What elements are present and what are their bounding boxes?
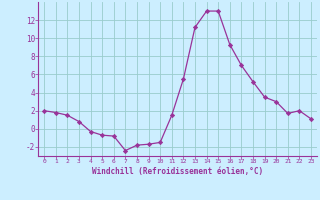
- X-axis label: Windchill (Refroidissement éolien,°C): Windchill (Refroidissement éolien,°C): [92, 167, 263, 176]
